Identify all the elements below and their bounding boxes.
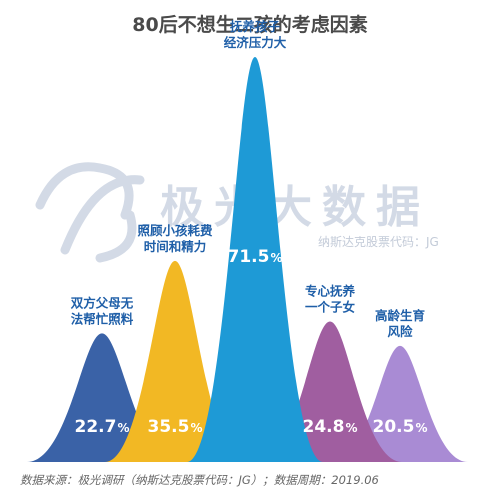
value-label-3: 71.5%: [228, 247, 283, 267]
value-label-5: 20.5%: [373, 417, 428, 437]
watermark: 极光大数据 纳斯达克股票代码：JG: [35, 162, 439, 263]
category-label-1-line-1: 双方父母无: [70, 295, 134, 310]
category-label-5-line-1: 高龄生育: [375, 308, 426, 323]
category-label-5-line-2: 风险: [387, 324, 413, 339]
value-unit: %: [270, 251, 282, 265]
category-label-4-line-1: 专心抚养: [305, 284, 356, 299]
category-label-2-line-2: 时间和精力: [144, 239, 207, 254]
value-unit: %: [117, 421, 129, 435]
watermark-logo-icon: [35, 162, 145, 263]
value-label-1: 22.7%: [75, 417, 130, 437]
value-unit: %: [415, 421, 427, 435]
value-label-2: 35.5%: [148, 417, 203, 437]
data-source-note: 数据来源：极光调研（纳斯达克股票代码：JG）；数据周期：2019.06: [20, 473, 379, 487]
chart-title: 80后不想生二孩的考虑因素: [132, 14, 368, 36]
category-label-1-line-2: 法帮忙照料: [71, 311, 134, 326]
category-label-3-line-1: 抚养孩子: [230, 19, 281, 34]
value-label-4: 24.8%: [303, 417, 358, 437]
value-unit: %: [190, 421, 202, 435]
watermark-subtext: 纳斯达克股票代码：JG: [318, 235, 439, 249]
value-unit: %: [345, 421, 357, 435]
category-label-4-line-2: 一个子女: [305, 300, 356, 315]
category-label-3-line-2: 经济压力大: [224, 35, 287, 50]
category-label-2-line-1: 照顾小孩耗费: [137, 223, 213, 238]
watermark-text: 极光大数据: [160, 182, 430, 233]
peak-3: [187, 57, 323, 462]
